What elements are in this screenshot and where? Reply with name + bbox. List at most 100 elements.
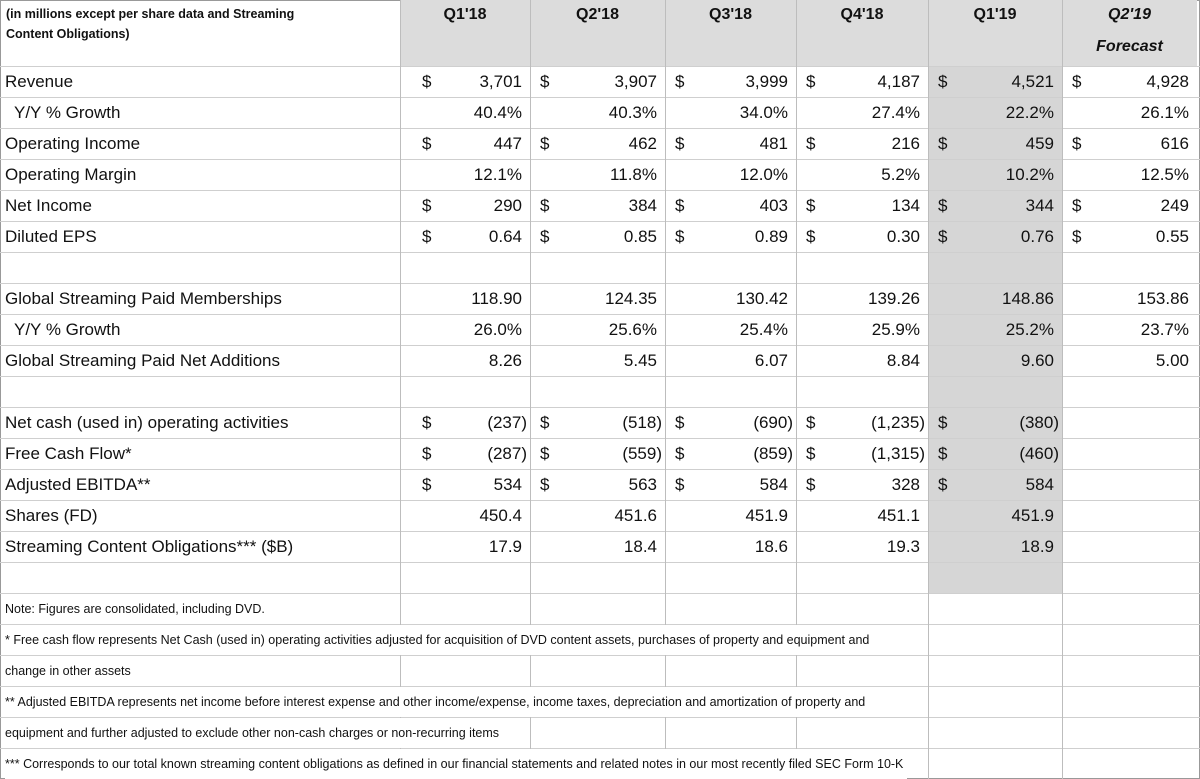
value-cell: 459 [1025,134,1054,153]
currency-sign: $ [806,475,816,494]
value-cell: 0.85 [623,227,657,246]
value-cell: 40.3% [608,103,657,122]
value-cell: 124.35 [605,289,657,308]
value-cell: 451.9 [1011,506,1054,525]
value-cell: 249 [1160,196,1189,215]
value-cell: 8.26 [488,351,522,370]
value-cell: 11.8% [610,165,657,184]
currency-sign: $ [938,196,948,215]
value-cell: 26.0% [473,320,522,339]
value-cell: (460) [1019,444,1059,463]
currency-sign: $ [938,134,948,153]
value-cell: 0.89 [754,227,788,246]
forecast-label: Forecast [1096,38,1163,55]
value-cell: 216 [891,134,920,153]
value-cell: 4,928 [1146,72,1189,91]
value-cell: 148.86 [1002,289,1054,308]
row-line [0,717,1200,718]
value-cell: 9.60 [1020,351,1054,370]
value-cell: 22.2% [1005,103,1054,122]
row-label: Diluted EPS [5,227,97,246]
row-label: Free Cash Flow* [5,444,132,463]
value-cell: 534 [493,475,522,494]
value-cell: 23.7% [1140,320,1189,339]
currency-sign: $ [540,413,550,432]
value-cell: 328 [891,475,920,494]
footnote: ** Adjusted EBITDA represents net income… [5,687,870,717]
value-cell: 10.2% [1005,165,1054,184]
value-cell: 25.2% [1005,320,1054,339]
value-cell: 403 [759,196,788,215]
row-line [0,655,1200,656]
column-header: Q4'18 [840,6,884,23]
row-line [0,531,1200,532]
row-line [0,562,1200,563]
currency-sign: $ [422,227,432,246]
row-line [0,314,1200,315]
currency-sign: $ [675,475,685,494]
row-label: Net Income [5,196,92,215]
currency-sign: $ [422,413,432,432]
currency-sign: $ [806,444,816,463]
row-line [0,252,1200,253]
column-header: Q2'18 [576,6,619,23]
row-label: Adjusted EBITDA** [5,475,151,494]
column-header: Q3'18 [709,6,752,23]
currency-sign: $ [422,444,432,463]
currency-sign: $ [1072,72,1082,91]
currency-sign: $ [540,227,550,246]
value-cell: 25.9% [871,320,920,339]
value-cell: 0.55 [1155,227,1189,246]
currency-sign: $ [1072,196,1082,215]
currency-sign: $ [938,444,948,463]
currency-sign: $ [422,72,432,91]
row-label: Net cash (used in) operating activities [5,413,289,432]
value-cell: 130.42 [736,289,788,308]
value-cell: (859) [753,444,793,463]
value-cell: 5.2% [881,165,920,184]
value-cell: 384 [628,196,657,215]
currency-sign: $ [422,134,432,153]
currency-sign: $ [938,227,948,246]
row-line [0,190,1200,191]
value-cell: 18.4 [623,537,657,556]
value-cell: 344 [1025,196,1054,215]
value-cell: (690) [753,413,793,432]
value-cell: 139.26 [868,289,920,308]
footnote: change in other assets [5,656,135,686]
column-line [665,0,666,779]
value-cell: 18.9 [1020,537,1054,556]
header-shade [400,0,1197,66]
currency-sign: $ [806,196,816,215]
value-cell: 40.4% [473,103,522,122]
column-line [796,0,797,779]
value-cell: 584 [1025,475,1054,494]
row-label: Operating Income [5,134,141,153]
value-cell: 447 [493,134,522,153]
value-cell: 0.76 [1020,227,1054,246]
column-line [928,0,929,779]
value-cell: 462 [628,134,657,153]
currency-sign: $ [675,227,685,246]
row-line [0,128,1200,129]
row-label: Streaming Content Obligations*** ($B) [5,537,294,556]
value-cell: 153.86 [1137,289,1189,308]
currency-sign: $ [806,227,816,246]
value-cell: 0.64 [488,227,522,246]
value-cell: 3,907 [614,72,657,91]
value-cell: 3,701 [479,72,522,91]
value-cell: 8.84 [886,351,920,370]
row-label: Global Streaming Paid Net Additions [5,351,280,370]
value-cell: 616 [1160,134,1189,153]
row-line [0,407,1200,408]
value-cell: 563 [628,475,657,494]
value-cell: 4,187 [877,72,920,91]
currency-sign: $ [806,72,816,91]
currency-sign: $ [675,444,685,463]
value-cell: 3,999 [745,72,788,91]
column-line [530,0,531,779]
row-line [0,748,1200,749]
footnote: *** Corresponds to our total known strea… [5,749,908,779]
value-cell: 450.4 [479,506,522,525]
value-cell: 27.4% [871,103,920,122]
